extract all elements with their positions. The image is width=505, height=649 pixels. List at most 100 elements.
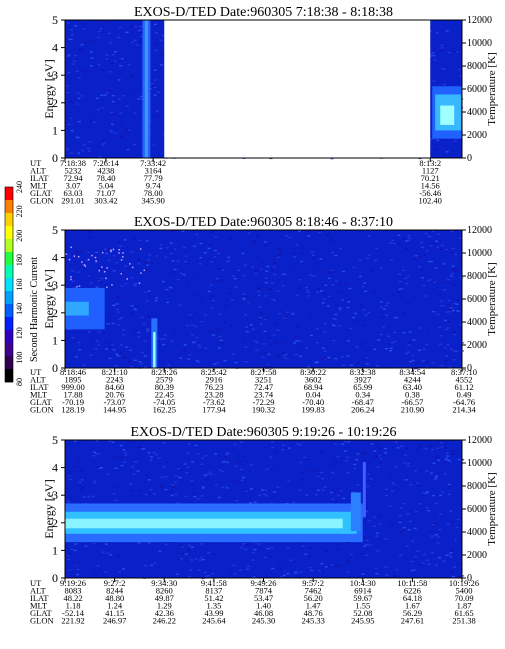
noise-cell	[114, 499, 118, 501]
ephemeris-row-label: ILAT	[30, 593, 49, 603]
noise-cell	[412, 339, 416, 341]
noise-cell	[244, 490, 248, 492]
noise-cell	[91, 495, 95, 497]
noise-cell	[67, 123, 71, 126]
noise-cell	[379, 301, 383, 303]
noise-cell	[443, 289, 447, 291]
energy-tick-label: 0	[52, 151, 58, 165]
noise-cell	[92, 39, 95, 42]
spectrogram-panel-3	[61, 439, 466, 582]
temperature-axis-label: Temperature [K]	[486, 262, 498, 335]
noise-cell	[93, 482, 97, 484]
panel-title: EXOS-D/TED Date:960305 8:18:46 - 8:37:10	[134, 215, 393, 230]
sparse-dot	[70, 246, 72, 249]
noise-cell	[239, 468, 243, 471]
noise-cell	[130, 25, 134, 27]
noise-cell	[340, 290, 344, 292]
noise-cell	[73, 549, 77, 552]
noise-cell	[409, 484, 413, 486]
ephemeris-value: 80.39	[155, 382, 174, 392]
noise-cell	[391, 490, 395, 492]
noise-cell	[192, 341, 195, 344]
noise-cell	[375, 443, 379, 445]
noise-cell	[439, 335, 443, 337]
ephemeris-value: 61.12	[454, 382, 473, 392]
noise-cell	[182, 246, 186, 249]
noise-cell	[312, 275, 316, 277]
energy-tick-label: 1	[52, 543, 58, 557]
energy-tick-label: 2	[52, 96, 58, 110]
noise-cell	[191, 484, 195, 486]
noise-cell	[377, 339, 381, 341]
ephemeris-row-label: ALT	[30, 375, 47, 385]
noise-cell	[164, 256, 168, 258]
noise-cell	[380, 316, 384, 318]
noise-cell	[407, 342, 411, 344]
ephemeris-value: 2579	[156, 375, 173, 385]
noise-cell	[138, 29, 142, 31]
noise-cell	[378, 455, 382, 457]
noise-cell	[155, 255, 159, 257]
noise-cell	[244, 314, 248, 316]
noise-cell	[359, 304, 363, 306]
noise-cell	[421, 562, 425, 564]
noise-cell	[92, 121, 96, 123]
noise-cell	[103, 94, 107, 96]
noise-cell	[300, 479, 304, 481]
noise-cell	[414, 511, 418, 513]
noise-cell	[444, 359, 448, 362]
noise-cell	[93, 451, 97, 453]
noise-cell	[429, 245, 433, 247]
noise-cell	[286, 546, 290, 549]
noise-cell	[363, 324, 367, 326]
noise-cell	[284, 234, 288, 237]
noise-cell	[448, 309, 452, 311]
noise-cell	[404, 479, 408, 481]
sparse-dot	[122, 252, 124, 254]
noise-cell	[79, 48, 83, 51]
noise-cell	[70, 38, 74, 41]
sparse-dot	[140, 272, 142, 274]
ephemeris-value: 48.22	[63, 593, 82, 603]
noise-cell	[294, 349, 298, 352]
noise-cell	[413, 527, 417, 530]
noise-cell	[372, 516, 376, 518]
colorbar-segment	[5, 239, 13, 253]
noise-cell	[440, 68, 444, 70]
noise-cell	[322, 298, 326, 300]
noise-cell	[214, 236, 218, 238]
sparse-dot	[103, 271, 106, 273]
noise-cell	[137, 259, 141, 261]
temperature-tick-label: 8000	[467, 271, 487, 282]
noise-cell	[282, 351, 286, 354]
noise-cell	[70, 548, 74, 550]
noise-cell	[99, 281, 103, 283]
noise-cell	[452, 268, 455, 271]
ephemeris-value: 1.29	[157, 601, 172, 611]
noise-cell	[78, 481, 82, 483]
ephemeris-value: 77.79	[144, 173, 163, 183]
noise-cell	[321, 571, 325, 573]
noise-cell	[278, 253, 282, 256]
noise-cell	[263, 318, 267, 321]
noise-cell	[220, 339, 223, 342]
noise-cell	[446, 523, 450, 525]
noise-cell	[443, 83, 447, 86]
ephemeris-value: -56.46	[419, 188, 441, 198]
noise-cell	[163, 250, 167, 252]
noise-cell	[450, 275, 454, 278]
noise-cell	[133, 359, 137, 361]
noise-cell	[199, 559, 202, 561]
noise-cell	[461, 458, 465, 461]
ephemeris-value: 1.35	[206, 601, 221, 611]
noise-cell	[115, 303, 119, 305]
noise-cell	[422, 360, 425, 362]
noise-cell	[413, 470, 417, 472]
energy-tick-label: 4	[52, 461, 58, 475]
noise-cell	[66, 91, 70, 94]
noise-cell	[402, 332, 406, 334]
noise-cell	[338, 309, 342, 311]
noise-cell	[192, 279, 196, 281]
noise-cell	[249, 464, 253, 466]
noise-cell	[397, 234, 401, 236]
